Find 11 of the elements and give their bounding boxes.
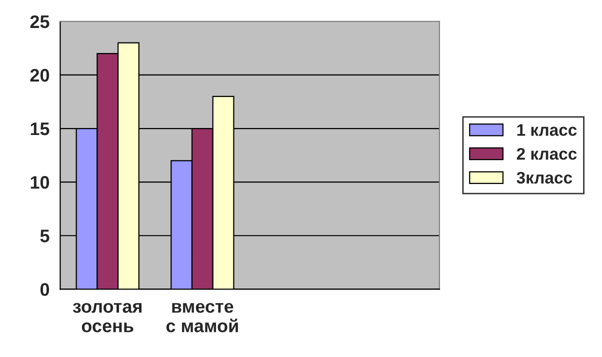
legend-label: 1 класс [517,124,577,136]
x-tick-label: вместе с мамой [166,302,238,332]
y-tick-label: 5 [40,230,50,242]
y-tick-label: 25 [30,15,50,28]
legend-label: 2 класс [516,148,577,160]
y-tick-label: 10 [30,176,50,189]
y-tick-label: 0 [40,283,50,296]
y-tick-label: 15 [30,122,50,136]
y-tick-label: 20 [30,68,50,82]
legend-label: 3класс [516,172,572,184]
x-tick-label: золотая осень [72,302,142,332]
